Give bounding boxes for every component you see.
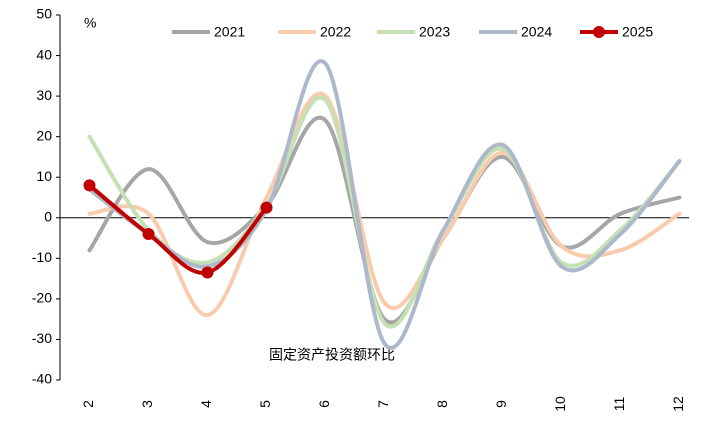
x-tick-label: 10 bbox=[552, 396, 568, 412]
series-line bbox=[87, 95, 682, 329]
x-tick-label: 12 bbox=[670, 396, 686, 412]
x-tick-label: 3 bbox=[139, 400, 155, 408]
y-tick-label: 0 bbox=[44, 208, 52, 224]
x-tick-label: 6 bbox=[316, 400, 332, 408]
legend-label: 2023 bbox=[419, 24, 450, 40]
y-tick-label: 50 bbox=[36, 6, 52, 22]
series-line bbox=[87, 59, 682, 350]
y-tick-label: 40 bbox=[36, 46, 52, 62]
series-marker bbox=[260, 201, 273, 214]
y-tick-label: -30 bbox=[32, 330, 52, 346]
y-tick-label: 30 bbox=[36, 87, 52, 103]
legend-marker bbox=[593, 26, 605, 38]
x-tick-label: 8 bbox=[434, 400, 450, 408]
x-tick-label: 5 bbox=[257, 400, 273, 408]
y-tick-label: -20 bbox=[32, 290, 52, 306]
series-marker bbox=[201, 266, 214, 279]
legend-label: 2024 bbox=[521, 24, 552, 40]
chart-annotation: 固定资产投资额环比 bbox=[269, 347, 395, 363]
series-line bbox=[87, 183, 269, 275]
legend-label: 2021 bbox=[214, 24, 245, 40]
series-marker bbox=[83, 179, 96, 192]
x-tick-label: 4 bbox=[198, 400, 214, 408]
legend-label: 2022 bbox=[320, 24, 351, 40]
series-marker bbox=[142, 228, 155, 240]
series-line bbox=[87, 91, 682, 318]
x-tick-label: 7 bbox=[375, 400, 391, 408]
y-tick-label: -10 bbox=[32, 249, 52, 265]
x-tick-label: 9 bbox=[493, 400, 509, 408]
x-tick-label: 11 bbox=[611, 397, 627, 412]
y-tick-label: -40 bbox=[32, 371, 52, 387]
unit-label: % bbox=[84, 15, 96, 31]
x-tick-label: 2 bbox=[80, 400, 96, 408]
series-line bbox=[87, 115, 682, 325]
legend-label: 2025 bbox=[622, 24, 653, 40]
y-tick-label: 10 bbox=[36, 168, 52, 184]
y-tick-label: 20 bbox=[36, 127, 52, 143]
